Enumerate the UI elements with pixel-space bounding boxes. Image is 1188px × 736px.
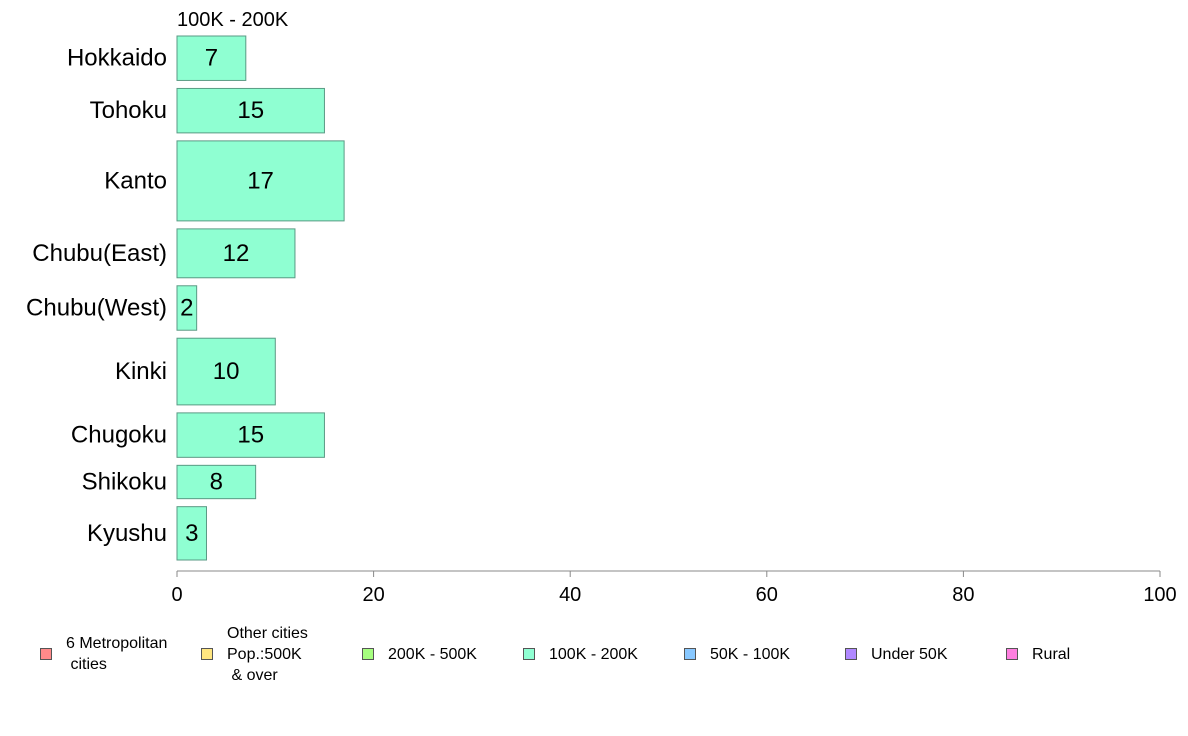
legend-swatch [40,648,52,660]
bar-chubu-east [176,228,296,279]
bar-value-label: 10 [213,358,240,385]
legend: 6 Metropolitan cities Other cities Pop.:5… [0,614,1188,694]
bar-value-label: 17 [247,167,274,194]
category-label: Tohoku [90,97,167,124]
legend-item: Other cities Pop.:500K & over [201,614,308,694]
category-label: Chubu(West) [26,295,167,322]
bars: Hokkaido 7 Tohoku 15 Kanto 17 Chubu(East) 12 Chu… [26,35,345,561]
legend-label: Rural [1032,645,1071,663]
legend-item: 100K - 200K [523,614,638,694]
legend-item: Rural [1006,614,1070,694]
legend-swatch [523,648,535,660]
bar-value-label: 2 [180,295,193,322]
category-label: Chubu(East) [32,240,167,267]
bar-value-label: 15 [237,97,264,124]
bar-value-label: 7 [205,45,218,72]
legend-label: Other cities Pop.:500K & over [227,624,308,684]
category-label: Hokkaido [67,45,167,72]
category-label: Kyushu [87,520,167,547]
chart-title: 100K - 200K [177,9,289,31]
category-label: Kinki [115,358,167,385]
legend-item: 50K - 100K [684,614,790,694]
legend-swatch [362,648,374,660]
bar-value-label: 3 [185,520,198,547]
legend-item: 6 Metropolitan cities [40,614,167,694]
bar-kinki [176,337,276,406]
legend-swatch [201,648,213,660]
bar-shikoku [176,464,257,500]
bar-kanto [176,140,345,222]
x-tick-label: 40 [559,584,581,606]
bar-value-label: 8 [210,469,223,496]
x-tick-label: 0 [171,584,182,606]
bar-hokkaido [176,35,247,81]
legend-item: Under 50K [845,614,948,694]
category-label: Chugoku [71,422,167,449]
bar-tohoku [176,87,325,134]
category-label: Shikoku [82,469,167,496]
x-tick-label: 80 [952,584,974,606]
bar-value-label: 12 [223,240,250,267]
category-label: Kanto [104,167,167,194]
bar-chugoku [176,412,325,458]
legend-label: 6 Metropolitan cities [66,635,168,673]
legend-swatch [1006,648,1018,660]
legend-item: 200K - 500K [362,614,477,694]
legend-label: 200K - 500K [388,645,477,663]
chart: 100K - 200K Hokkaido 7 Tohoku 15 Kanto 17 Chub… [26,9,1177,606]
legend-swatch [684,648,696,660]
legend-label: 50K - 100K [710,645,791,663]
bar-value-label: 15 [237,422,264,449]
x-axis: 0 20 40 60 80 100 [171,570,1177,606]
legend-swatch [845,648,857,660]
x-tick-label: 20 [362,584,384,606]
bar-kyushu [176,506,207,561]
legend-label: 100K - 200K [549,645,638,663]
legend-label: Under 50K [871,645,948,663]
bar-chubu-west [176,285,198,331]
x-tick-label: 100 [1143,584,1176,606]
x-tick-label: 60 [756,584,778,606]
